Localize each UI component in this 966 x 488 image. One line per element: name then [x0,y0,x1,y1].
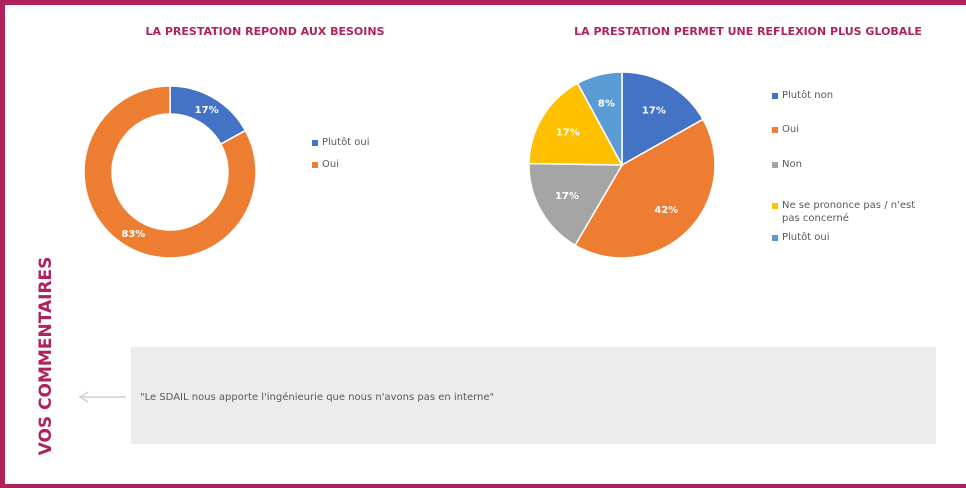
legend-label: Plutôt oui [322,137,370,148]
value-label: 17% [642,105,666,116]
legend-item: Plutôt non [782,90,834,101]
legend-label: Oui [782,124,799,135]
legend-label: Plutôt non [782,90,834,101]
value-label: 83% [121,229,145,240]
chart-title: LA PRESTATION PERMET UNE REFLEXION PLUS … [574,25,922,38]
legend-label: Oui [322,159,339,170]
legend-swatch [312,140,318,146]
legend-label: Plutôt oui [782,232,830,243]
value-label: 8% [598,99,615,110]
legend-swatch [772,162,778,168]
value-label: 17% [556,127,580,138]
legend-swatch [772,235,778,241]
top-border [0,0,966,5]
legend-item: Plutôt oui [322,137,370,148]
legend-swatch [772,127,778,133]
legend-item: Oui [322,159,339,170]
slice [574,118,716,259]
chart-title: LA PRESTATION REPOND AUX BESOINS [146,25,385,38]
legend-swatch [772,93,778,99]
arrow-head [78,391,89,403]
comment-box [131,347,936,444]
slice [528,82,624,166]
side-label: VOS COMMENTAIRES [36,257,56,456]
legend-item: Plutôt oui [782,232,830,243]
legend-swatch [312,162,318,168]
legend-label: Ne se prononce pas / n'est pas concerné [782,200,916,224]
left-border [0,0,5,488]
value-label: 17% [195,105,219,116]
legend-item: Oui [782,124,799,135]
value-label: 17% [555,191,579,202]
value-label: 42% [654,205,678,216]
slice [576,71,623,166]
slice [528,162,624,247]
legend-label: Non [782,159,802,170]
legend-item: Ne se prononce pas / n'est pas concerné [782,200,916,224]
slice [621,71,705,167]
bottom-border [0,484,966,488]
legend-item: Non [782,159,802,170]
comment-text: "Le SDAIL nous apporte l'ingénieurie que… [140,391,494,403]
slice [83,85,257,259]
legend-swatch [772,203,778,209]
